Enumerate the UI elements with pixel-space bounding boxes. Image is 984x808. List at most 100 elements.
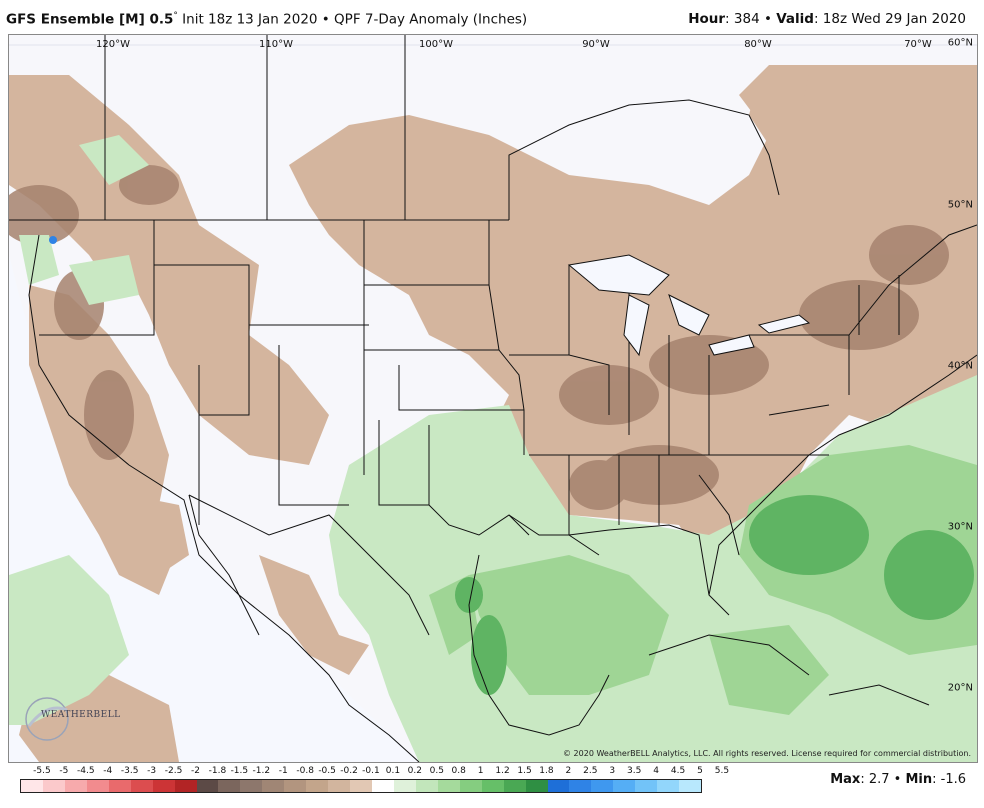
legend-swatch bbox=[262, 780, 285, 792]
legend-color-bar bbox=[20, 779, 702, 793]
legend-label: 5.5 bbox=[714, 766, 730, 776]
lat-label-50n: 50°N bbox=[947, 199, 973, 211]
max-value: : 2.7 • bbox=[860, 772, 906, 787]
legend-swatch bbox=[152, 780, 175, 792]
lon-label-110w: 110°W bbox=[259, 39, 293, 50]
legend-label: -5.5 bbox=[33, 766, 51, 776]
min-value: : -1.6 bbox=[932, 772, 966, 787]
max-label: Max bbox=[830, 772, 861, 787]
legend-label: 0.5 bbox=[429, 766, 444, 776]
lat-label-60n: 60°N bbox=[947, 37, 973, 49]
legend-label: -2 bbox=[190, 766, 200, 776]
legend-swatch bbox=[503, 780, 526, 792]
legend-swatch bbox=[284, 780, 307, 792]
legend-swatch bbox=[372, 780, 394, 792]
political-borders bbox=[9, 35, 977, 636]
header: GFS Ensemble [M] 0.5° Init 18z 13 Jan 20… bbox=[0, 0, 984, 34]
legend-swatch bbox=[415, 780, 438, 792]
legend-label: -3.5 bbox=[120, 766, 139, 776]
legend-swatch bbox=[328, 780, 351, 792]
hour-label: Hour bbox=[688, 11, 726, 27]
legend-swatch bbox=[393, 780, 416, 792]
legend-swatch bbox=[350, 780, 372, 792]
copyright-notice: © 2020 WeatherBELL Analytics, LLC. All r… bbox=[563, 749, 971, 758]
lat-label-40n: 40°N bbox=[947, 360, 973, 372]
map-title: GFS Ensemble [M] 0.5° Init 18z 13 Jan 20… bbox=[6, 11, 527, 28]
legend-label: -1.5 bbox=[230, 766, 249, 776]
legend-swatch bbox=[613, 780, 636, 792]
lon-label-100w: 100°W bbox=[419, 39, 453, 50]
legend-label: 2 bbox=[565, 766, 572, 776]
init-text: Init 18z 13 Jan 2020 • QPF 7-Day Anomaly… bbox=[177, 11, 528, 28]
lat-label-20n: 20°N bbox=[947, 682, 973, 694]
legend-labels: -5.5 -5 -4.5 -4 -3.5 -3 -2.5 -2 -1.8 -1.5 -1.2 -1 -0… bbox=[20, 766, 729, 778]
legend-label: -1.8 bbox=[208, 766, 227, 776]
legend-swatch bbox=[21, 780, 43, 792]
legend-swatch bbox=[547, 780, 570, 792]
legend-swatch bbox=[108, 780, 131, 792]
precip-anomaly-map bbox=[9, 35, 977, 762]
lon-label-70w: 70°W bbox=[904, 39, 932, 50]
legend-swatch bbox=[437, 780, 460, 792]
lon-label-120w: 120°W bbox=[96, 39, 130, 50]
lat-label-30n: 30°N bbox=[947, 521, 973, 533]
legend-label: -5 bbox=[59, 766, 69, 776]
legend-label: -2.5 bbox=[164, 766, 183, 776]
legend-swatch bbox=[591, 780, 614, 792]
legend-swatch bbox=[679, 780, 702, 792]
legend-label: 1.8 bbox=[539, 766, 554, 776]
legend-label: -3 bbox=[147, 766, 157, 776]
max-min-readout: Max: 2.7 • Min: -1.6 bbox=[830, 772, 966, 787]
logo-text: WEATHERBELL bbox=[41, 710, 121, 720]
wet-anomaly-core bbox=[455, 495, 974, 695]
legend-label: -4 bbox=[103, 766, 113, 776]
legend-swatch bbox=[196, 780, 219, 792]
legend-label: 0.2 bbox=[407, 766, 422, 776]
legend-label: 1.2 bbox=[495, 766, 510, 776]
legend-label: 1 bbox=[477, 766, 484, 776]
coastlines bbox=[28, 234, 977, 762]
legend-swatch bbox=[130, 780, 153, 792]
legend-label: 4.5 bbox=[670, 766, 686, 776]
model-name: GFS Ensemble [M] 0.5 bbox=[6, 11, 174, 28]
legend-swatch bbox=[459, 780, 482, 792]
hour-value: : 384 • bbox=[725, 11, 777, 27]
legend-swatch bbox=[525, 780, 548, 792]
legend-swatch bbox=[240, 780, 263, 792]
great-lakes bbox=[567, 254, 811, 357]
legend-label: -0.5 bbox=[318, 766, 336, 776]
legend-label: -1.2 bbox=[252, 766, 271, 776]
valid-value: : 18z Wed 29 Jan 2020 bbox=[813, 11, 966, 27]
legend-swatch bbox=[174, 780, 197, 792]
legend-swatch bbox=[42, 780, 65, 792]
legend-label: 3.5 bbox=[627, 766, 642, 776]
legend-label: 0.1 bbox=[385, 766, 401, 776]
legend-swatch bbox=[86, 780, 109, 792]
legend-label: 1.5 bbox=[517, 766, 532, 776]
legend-label: 2.5 bbox=[583, 766, 598, 776]
legend-swatch bbox=[306, 780, 329, 792]
legend-label: 3 bbox=[609, 766, 616, 776]
lon-label-90w: 90°W bbox=[582, 39, 610, 50]
legend-label: -0.8 bbox=[296, 766, 314, 776]
legend-swatch bbox=[64, 780, 87, 792]
color-legend: -5.5 -5 -4.5 -4 -3.5 -3 -2.5 -2 -1.8 -1.5 -1.2 -1 -0… bbox=[20, 766, 729, 793]
min-label: Min bbox=[905, 772, 933, 787]
legend-swatch bbox=[635, 780, 658, 792]
lon-label-80w: 80°W bbox=[744, 39, 772, 50]
map-panel[interactable]: 120°W 110°W 100°W 90°W 80°W 70°W 60°N 50… bbox=[8, 34, 978, 763]
legend-label: 0.8 bbox=[451, 766, 466, 776]
valid-time: Hour: 384 • Valid: 18z Wed 29 Jan 2020 bbox=[688, 11, 966, 27]
legend-swatch bbox=[569, 780, 592, 792]
weatherbell-logo: WEATHERBELL bbox=[23, 696, 120, 742]
blue-anomaly-spot bbox=[49, 236, 57, 244]
legend-swatch bbox=[481, 780, 504, 792]
valid-label: Valid bbox=[776, 11, 814, 27]
legend-swatch bbox=[657, 780, 680, 792]
legend-label: -0.2 bbox=[340, 766, 358, 776]
legend-label: 5 bbox=[697, 766, 703, 776]
legend-label: -0.1 bbox=[362, 766, 380, 776]
legend-swatch bbox=[218, 780, 241, 792]
legend-label: -4.5 bbox=[77, 766, 95, 776]
degree-symbol: ° bbox=[173, 11, 178, 21]
